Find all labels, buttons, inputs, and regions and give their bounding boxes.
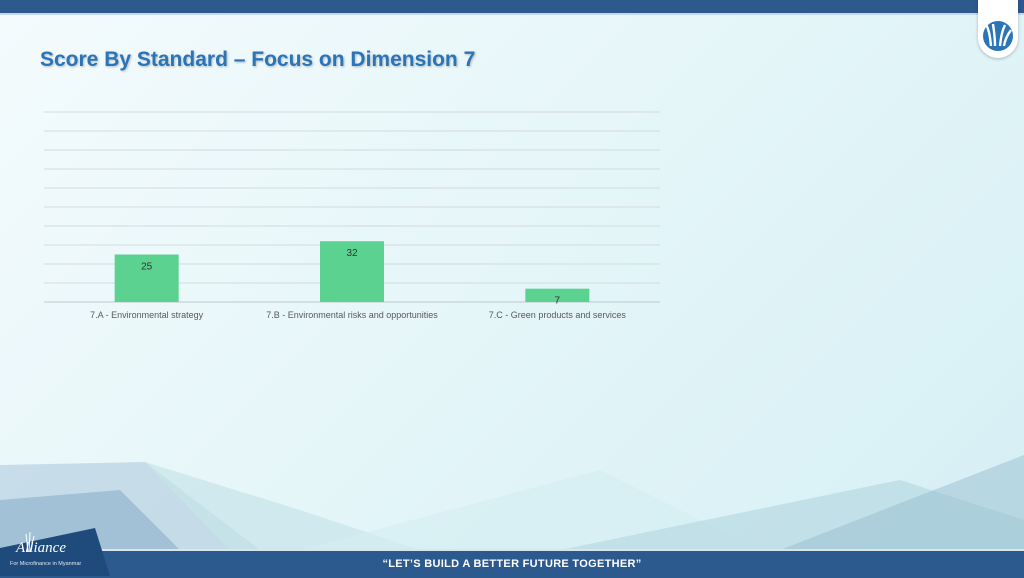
alliance-logo: Alliance For Microfinance in Myanmar <box>0 528 110 576</box>
top-bar <box>0 0 1024 15</box>
bar-chart: 25 32 7 7.A - Environmental strategy 7.B - … <box>44 111 660 320</box>
data-label: 32 <box>346 248 358 259</box>
slogan: “LET’S BUILD A BETTER FUTURE TOGETHER” <box>382 558 642 570</box>
bar <box>525 288 590 302</box>
logo-badge <box>978 0 1018 58</box>
category-label: 7.B - Environmental risks and opportunit… <box>266 310 438 320</box>
bottom-bar: “LET’S BUILD A BETTER FUTURE TOGETHER” <box>0 549 1024 578</box>
category-labels-group: 7.A - Environmental strategy 7.B - Enviro… <box>90 310 626 320</box>
brand-subtitle: For Microfinance in Myanmar <box>10 561 82 567</box>
bar <box>114 254 179 302</box>
bars-group <box>114 241 590 302</box>
background-shapes <box>0 455 1024 550</box>
data-labels-group: 25 32 7 <box>141 248 560 307</box>
category-label: 7.C - Green products and services <box>489 310 627 320</box>
data-label: 25 <box>141 262 153 273</box>
brand-name: Alliance <box>16 540 66 556</box>
leaf-logo-icon <box>983 21 1013 51</box>
brand-swoosh-icon <box>0 528 110 576</box>
category-label: 7.A - Environmental strategy <box>90 310 204 320</box>
data-label: 7 <box>555 296 561 307</box>
page-title: Score By Standard – Focus on Dimension 7 <box>40 48 476 71</box>
bar <box>320 241 384 302</box>
